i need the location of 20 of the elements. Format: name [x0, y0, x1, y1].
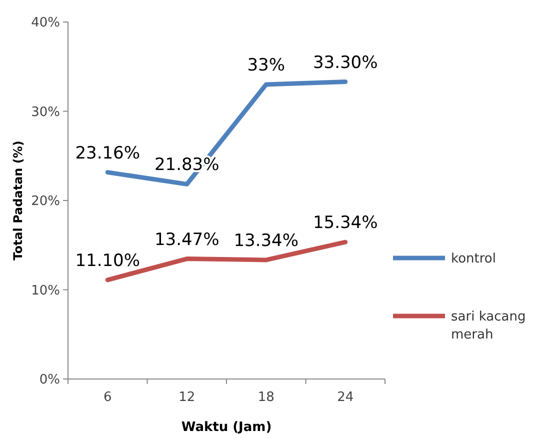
y-tick-label: 0% [39, 372, 60, 388]
x-tick-label: 24 [337, 390, 354, 405]
data-label: 11.10% [75, 250, 140, 271]
x-tick-label: 18 [258, 390, 274, 405]
y-tick-label: 40% [31, 16, 60, 31]
legend-label: kontrol [451, 252, 496, 267]
x-axis-title: Waktu (Jam) [181, 420, 272, 435]
data-label: 33.30% [312, 52, 378, 73]
y-axis-title: Total Padatan (%) [11, 140, 25, 260]
data-label: 23.16% [75, 143, 140, 164]
legend-label: sari kacang merah [451, 310, 526, 343]
y-tick-label: 20% [31, 194, 60, 210]
data-label: 13.47% [154, 230, 220, 250]
data-label: 15.34% [312, 213, 378, 234]
data-label: 33% [247, 55, 286, 76]
y-tick-label: 10% [31, 283, 60, 298]
y-tick-label: 30% [31, 104, 60, 120]
data-label: 13.34% [234, 230, 299, 251]
x-tick-label: 6 [103, 390, 112, 405]
x-tick-label: 12 [178, 390, 196, 405]
